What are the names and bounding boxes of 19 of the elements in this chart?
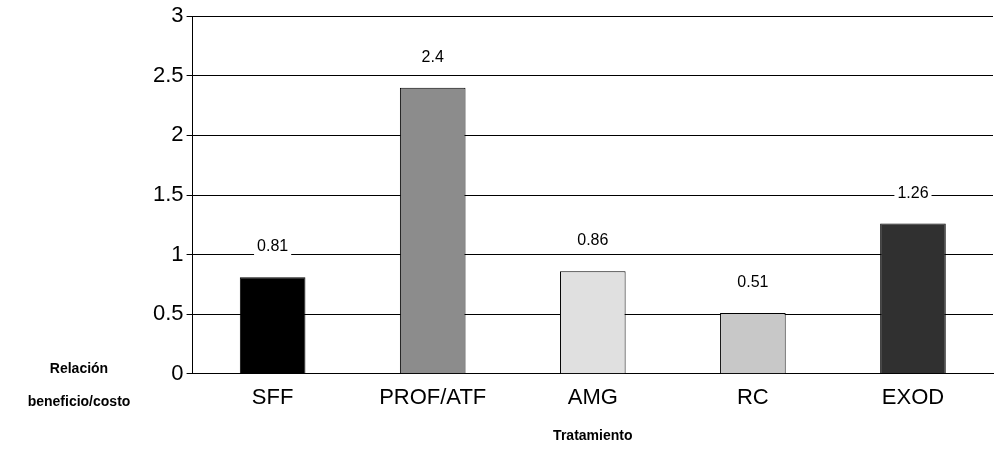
x-tick-label: RC — [736, 384, 769, 410]
x-tick-label: EXOD — [881, 384, 945, 410]
y-tick-label: 0 — [171, 359, 184, 385]
y-tick-label: 1 — [171, 240, 184, 266]
x-tick-label: AMG — [567, 384, 618, 410]
data-label: 0.86 — [577, 231, 609, 249]
y-tick-label: 1.5 — [152, 181, 184, 207]
text: Relación beneficio/costo — [27, 360, 131, 409]
y-tick-label: 2.5 — [152, 61, 184, 87]
x-axis-title: Tratamiento — [553, 427, 633, 444]
y-tick-label: 2 — [171, 121, 184, 147]
x-tick-label: SFF — [251, 384, 294, 410]
data-label: 2.4 — [421, 47, 444, 65]
y-tick-label: 0.5 — [152, 300, 184, 326]
data-label: 0.51 — [737, 273, 769, 291]
y-tick-label: 3 — [171, 2, 184, 28]
x-tick-label: PROF/ATF — [379, 384, 487, 410]
data-label: 0.81 — [257, 237, 289, 255]
data-label: 1.26 — [897, 183, 929, 201]
